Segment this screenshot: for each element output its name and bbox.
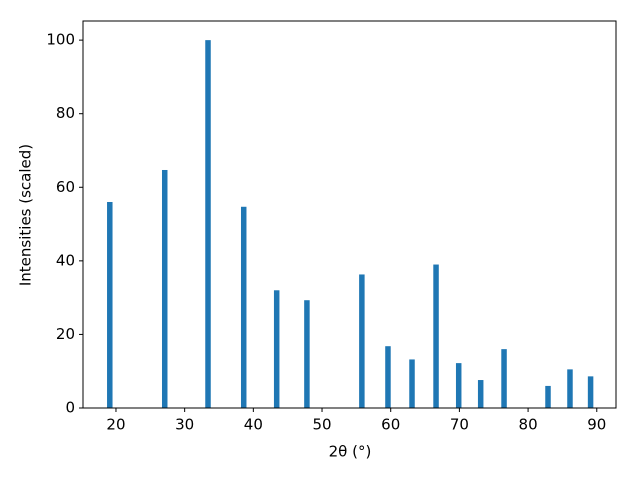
bar bbox=[587, 376, 594, 408]
axes-frame bbox=[82, 20, 617, 409]
y-tick-label: 20 bbox=[56, 325, 75, 343]
x-tick-label: 50 bbox=[312, 416, 331, 434]
bar bbox=[161, 169, 168, 408]
bar bbox=[501, 349, 507, 408]
bar bbox=[545, 385, 551, 408]
y-tick-label: 40 bbox=[56, 251, 75, 269]
y-axis-label: Intensities (scaled) bbox=[17, 144, 35, 286]
bar bbox=[385, 346, 391, 408]
bar bbox=[304, 300, 310, 408]
bar bbox=[409, 359, 415, 408]
y-tick-label: 60 bbox=[56, 178, 75, 196]
bar bbox=[107, 201, 113, 408]
x-tick-label: 40 bbox=[244, 416, 263, 434]
bar bbox=[273, 290, 280, 408]
bar bbox=[455, 363, 462, 408]
x-tick-label: 60 bbox=[381, 416, 400, 434]
bar bbox=[240, 206, 247, 408]
x-axis-label: 2θ (°) bbox=[329, 443, 372, 461]
x-tick-label: 20 bbox=[106, 416, 125, 434]
y-tick-label: 100 bbox=[46, 31, 75, 49]
x-tick-label: 80 bbox=[519, 416, 538, 434]
bar bbox=[567, 369, 573, 408]
y-tick-label: 80 bbox=[56, 104, 75, 122]
bar bbox=[433, 264, 439, 408]
x-tick-label: 70 bbox=[450, 416, 469, 434]
bar bbox=[477, 380, 484, 408]
bar bbox=[205, 40, 211, 409]
x-tick-label: 30 bbox=[175, 416, 194, 434]
x-tick-label: 90 bbox=[587, 416, 606, 434]
bar bbox=[359, 274, 365, 408]
y-tick-label: 0 bbox=[65, 399, 75, 417]
